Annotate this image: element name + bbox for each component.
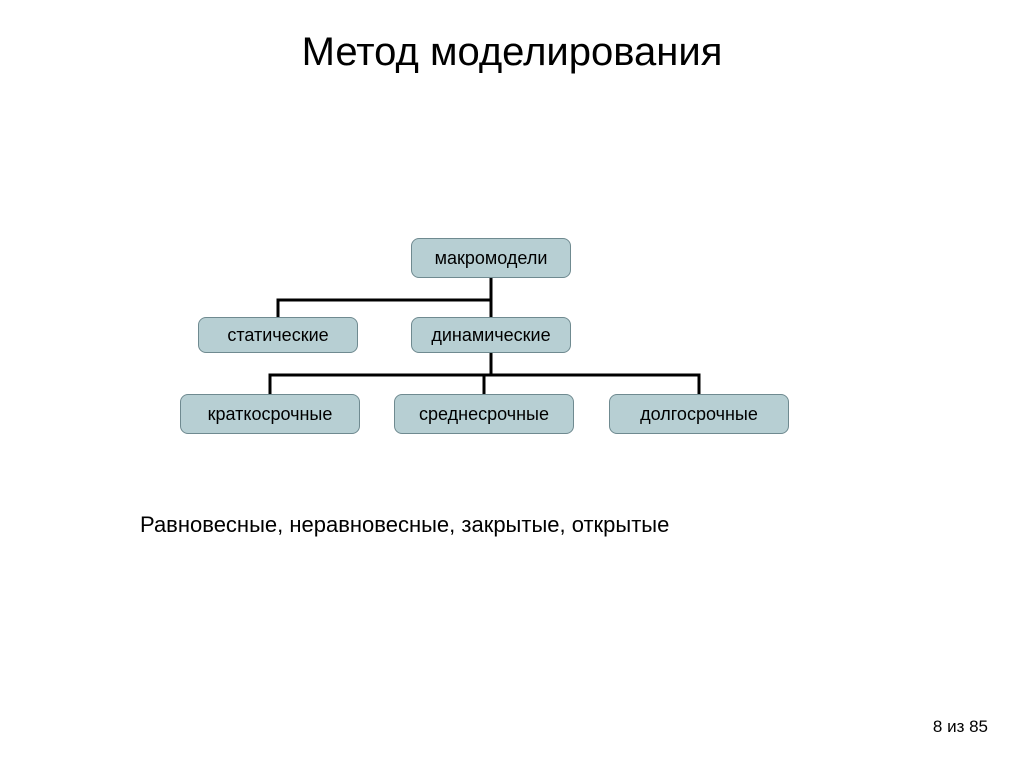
tree-node-dyn: динамические xyxy=(411,317,571,353)
tree-node-short: краткосрочные xyxy=(180,394,360,434)
tree-connectors xyxy=(0,0,1024,767)
caption-text: Равновесные, неравновесные, закрытые, от… xyxy=(140,512,669,538)
tree-node-mid: среднесрочные xyxy=(394,394,574,434)
tree-node-stat: статические xyxy=(198,317,358,353)
tree-node-long: долгосрочные xyxy=(609,394,789,434)
page-number: 8 из 85 xyxy=(933,717,988,737)
page-title: Метод моделирования xyxy=(0,30,1024,75)
tree-node-root: макромодели xyxy=(411,238,571,278)
slide: Метод моделирования макромодели статическ… xyxy=(0,0,1024,767)
